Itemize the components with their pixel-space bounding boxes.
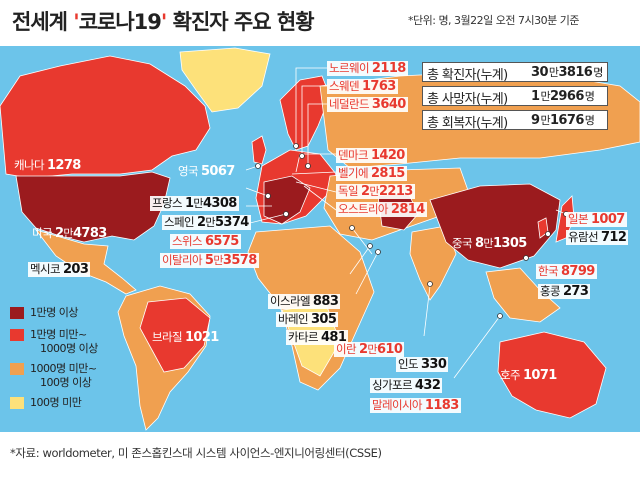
scandinavia-shape bbox=[279, 75, 331, 151]
total-confirmed-label: 총 확진자(누계) bbox=[427, 68, 508, 83]
label-uk: 영국 5067 bbox=[178, 164, 235, 179]
australia-shape bbox=[497, 331, 607, 419]
total-confirmed-value: 30만3816명 bbox=[531, 65, 603, 80]
label-hongkong: 홍콩 273 bbox=[538, 284, 591, 299]
greenland-shape bbox=[179, 47, 271, 113]
unit-note: *단위: 명, 3월22일 오전 7시30분 기준 bbox=[408, 14, 580, 27]
label-netherlands: 네덜란드 3640 bbox=[327, 97, 408, 112]
label-qatar: 카타르 481 bbox=[286, 330, 349, 345]
label-singapore: 싱가포르 432 bbox=[370, 378, 443, 393]
label-spain: 스페인 2만5374 bbox=[162, 215, 251, 230]
label-brazil: 브라질 1021 bbox=[152, 330, 219, 345]
label-korea: 한국 8799 bbox=[536, 264, 597, 279]
total-recovered-value: 9만1676명 bbox=[531, 113, 595, 128]
brazil-shape bbox=[139, 297, 211, 373]
label-austria: 오스트리아 2814 bbox=[336, 202, 427, 217]
label-india: 인도 330 bbox=[396, 357, 449, 372]
page-title: 전세계 '코로나19' 확진자 주요 현황 bbox=[12, 6, 315, 36]
total-recovered-box: 총 회복자(누계) 9만1676명 bbox=[422, 110, 608, 131]
title-quote-close: ' bbox=[160, 10, 168, 34]
label-israel: 이스라엘 883 bbox=[268, 294, 341, 309]
japan-shape bbox=[555, 195, 575, 243]
label-canada: 캐나다 1278 bbox=[14, 158, 81, 173]
header bbox=[0, 0, 640, 46]
title-suffix: 확진자 주요 현황 bbox=[166, 10, 315, 34]
label-denmark: 덴마크 1420 bbox=[336, 148, 407, 163]
legend-label: 1만명 이상 bbox=[30, 306, 78, 319]
leader-lines bbox=[245, 67, 567, 379]
title-quote-open: ' bbox=[73, 10, 80, 34]
title-main: 코로나19 bbox=[78, 10, 162, 34]
label-china: 중국 8만1305 bbox=[452, 236, 527, 251]
legend-swatch bbox=[10, 329, 24, 341]
label-france: 프랑스 1만4308 bbox=[150, 196, 239, 211]
label-norway: 노르웨이 2118 bbox=[327, 61, 408, 76]
total-deaths-value: 1만2966명 bbox=[531, 89, 595, 104]
source-note: *자료: worldometer, 미 존스홉킨스대 시스템 사이언스-엔지니어… bbox=[10, 446, 382, 460]
legend-label: 1000명 미만~ bbox=[30, 362, 97, 375]
label-malaysia: 말레이시아 1183 bbox=[370, 398, 461, 413]
label-italy: 이탈리아 5만3578 bbox=[160, 253, 259, 268]
legend-label-line2: 1000명 이상 bbox=[40, 342, 98, 355]
legend-label: 100명 미만 bbox=[30, 396, 82, 409]
china-shape bbox=[429, 183, 561, 269]
western-europe-shape bbox=[263, 175, 311, 225]
total-confirmed-box: 총 확진자(누계) 30만3816명 bbox=[422, 62, 608, 83]
legend-swatch bbox=[10, 397, 24, 409]
legend-swatch bbox=[10, 363, 24, 375]
legend-label: 1만명 미만~ bbox=[30, 328, 87, 341]
label-bahrain: 바레인 305 bbox=[276, 312, 339, 327]
label-australia: 호주 1071 bbox=[500, 368, 557, 383]
location-markers bbox=[255, 143, 569, 319]
label-cruise-ship: 유람선 712 bbox=[566, 230, 629, 245]
label-germany: 독일 2만2213 bbox=[336, 184, 415, 199]
label-switzerland: 스위스 6575 bbox=[170, 234, 241, 249]
uk-shape bbox=[251, 135, 267, 165]
footer bbox=[0, 432, 640, 480]
legend-swatch bbox=[10, 307, 24, 319]
total-deaths-label: 총 사망자(누계) bbox=[427, 92, 508, 107]
legend-label-line2: 100명 이상 bbox=[40, 376, 92, 389]
total-recovered-label: 총 회복자(누계) bbox=[427, 116, 508, 131]
total-deaths-box: 총 사망자(누계) 1만2966명 bbox=[422, 86, 608, 107]
label-iran: 이란 2만610 bbox=[334, 342, 405, 357]
southeast-asia-shape bbox=[485, 267, 561, 323]
label-belgium: 벨기에 2815 bbox=[336, 166, 407, 181]
label-sweden: 스웨덴 1763 bbox=[327, 79, 398, 94]
label-mexico: 멕시코 203 bbox=[28, 262, 91, 277]
label-usa: 미국 2만4783 bbox=[32, 226, 107, 241]
usa-shape bbox=[15, 171, 171, 243]
title-prefix: 전세계 bbox=[12, 10, 74, 34]
label-japan: 일본 1007 bbox=[566, 212, 627, 227]
